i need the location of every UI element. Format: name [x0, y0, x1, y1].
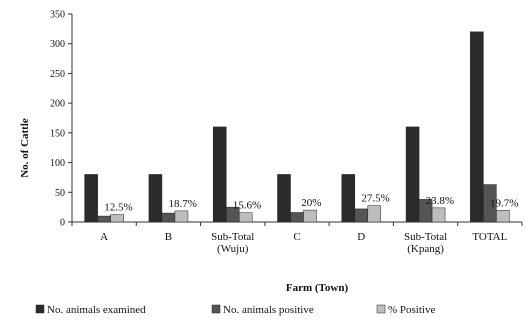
bar	[148, 174, 163, 223]
y-tick-label: 150	[50, 128, 65, 139]
y-tick-label: 0	[60, 218, 65, 229]
x-axis-title: Farm (Town)	[286, 282, 349, 294]
data-label: 19.7%	[490, 197, 518, 209]
bar	[110, 214, 124, 223]
bar	[277, 174, 291, 223]
category-label: Sub-Total	[211, 231, 254, 243]
y-tick-label: 250	[50, 69, 65, 80]
category-label: A	[100, 231, 108, 243]
data-label: 20%	[301, 197, 321, 209]
bar	[354, 208, 369, 223]
axes: 0 50 100 150 200 250 300 350	[50, 10, 523, 229]
bar	[238, 212, 253, 223]
category-label: (Wuju)	[217, 243, 249, 255]
y-tick-label: 200	[50, 99, 65, 110]
bar	[341, 174, 356, 223]
y-tick-label: 350	[50, 10, 65, 21]
bar	[431, 207, 446, 223]
category-label: D	[357, 231, 365, 243]
category-label: Sub-Total	[404, 231, 447, 243]
legend-label: No. animals positive	[223, 304, 314, 316]
y-tick-label: 50	[55, 188, 65, 199]
bar	[496, 210, 510, 223]
bar	[483, 184, 497, 223]
data-labels: 12.5% 18.7% 15.6% 20% 27.5% 23.8% 19.7%	[104, 193, 518, 214]
bar	[367, 205, 382, 223]
data-label: 18.7%	[169, 198, 197, 210]
category-label: C	[293, 231, 300, 243]
legend-swatch	[376, 304, 386, 314]
category-labels: A B Sub-Total(Wuju)C D Sub-Total(Kpang)TOTAL	[100, 231, 507, 255]
legend-label: No. animals examined	[47, 304, 146, 316]
bar	[174, 210, 189, 223]
bar	[303, 209, 317, 223]
bars	[84, 31, 510, 223]
bar	[212, 126, 227, 223]
bar	[405, 126, 420, 223]
legend-swatch	[35, 304, 45, 314]
y-tick-label: 100	[50, 158, 65, 169]
y-axis-title: No. of Cattle	[19, 118, 31, 178]
category-label: B	[165, 231, 172, 243]
data-label: 15.6%	[233, 200, 261, 212]
data-label: 23.8%	[426, 195, 454, 207]
data-label: 27.5%	[361, 193, 389, 205]
category-label: TOTAL	[472, 231, 507, 243]
bar	[290, 212, 304, 223]
bar	[161, 212, 176, 223]
legend: No. animals examined No. animals positive…	[35, 304, 435, 316]
bar	[470, 31, 484, 223]
category-label: (Kpang)	[407, 243, 444, 255]
y-tick-label: 300	[50, 39, 65, 50]
bar	[97, 215, 111, 223]
data-label: 12.5%	[104, 202, 132, 214]
bar	[84, 174, 98, 223]
legend-label: % Positive	[388, 304, 435, 316]
legend-swatch	[211, 304, 221, 314]
